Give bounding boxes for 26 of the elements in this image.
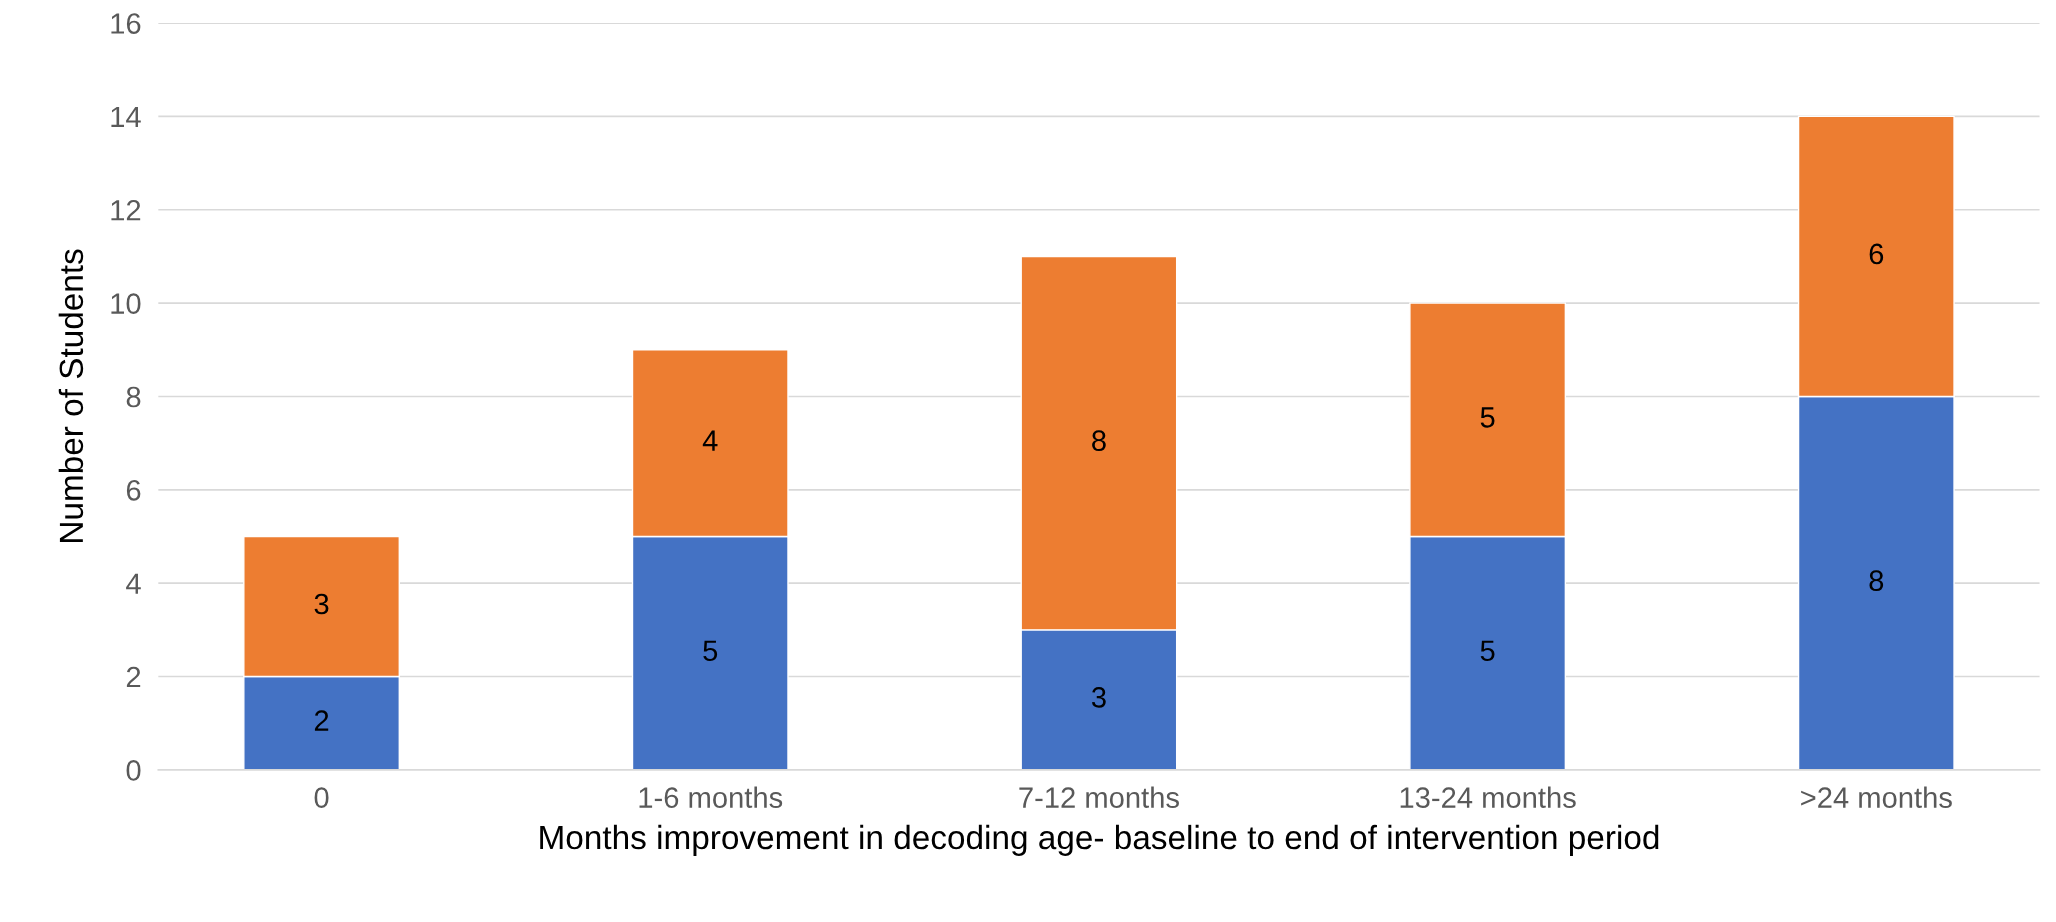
- data-label: 2: [314, 710, 329, 731]
- data-label: 6: [1869, 243, 1884, 265]
- x-tick-label: >24 months: [1801, 786, 1952, 808]
- data-label: 5: [703, 640, 718, 662]
- data-label: 5: [1480, 640, 1495, 662]
- y-tick-label: 16: [111, 13, 141, 34]
- y-tick-label: 10: [111, 293, 141, 314]
- y-tick-label: 2: [126, 666, 141, 688]
- y-tick-label: 0: [126, 760, 141, 781]
- x-axis-title: Months improvement in decoding age- baseline to end of intervention period: [540, 824, 1659, 856]
- data-label: 8: [1092, 430, 1106, 451]
- x-tick-label: 1-6 months: [639, 786, 783, 808]
- data-label: 4: [702, 430, 718, 451]
- data-label: 8: [1869, 570, 1884, 591]
- data-label: 3: [314, 593, 329, 615]
- y-tick-label: 12: [111, 199, 141, 221]
- y-tick-label: 4: [126, 573, 141, 594]
- y-tick-label: 8: [126, 386, 141, 408]
- data-label: 3: [1091, 687, 1106, 708]
- x-tick-label: 13-24 months: [1400, 786, 1576, 808]
- y-tick-label: 14: [111, 106, 141, 127]
- data-label: 5: [1480, 407, 1495, 428]
- y-tick-label: 6: [126, 480, 141, 501]
- y-axis-title: Number of Students: [58, 249, 84, 542]
- x-tick-label: 0: [314, 787, 329, 808]
- x-tick-label: 7-12 months: [1019, 786, 1179, 808]
